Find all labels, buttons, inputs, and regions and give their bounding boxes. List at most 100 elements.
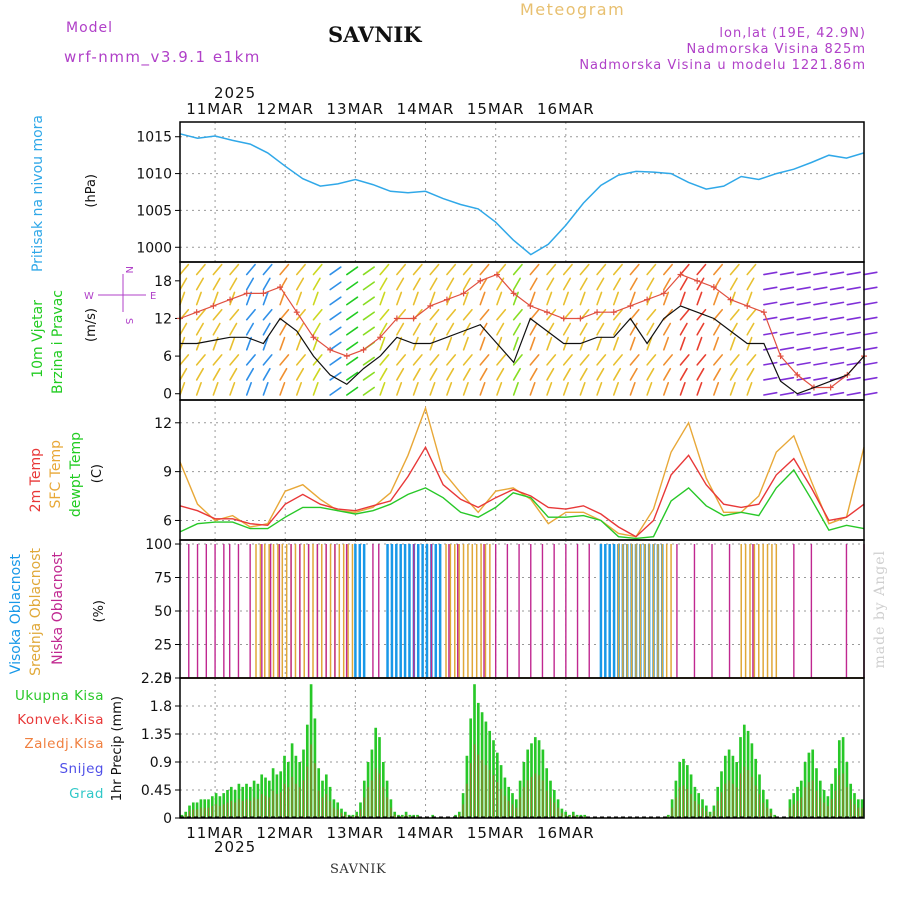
wind-arrow	[729, 263, 740, 276]
pressure-frame	[179, 121, 865, 263]
wind-arrow	[496, 263, 507, 276]
wind-arrow	[713, 381, 720, 396]
wind-arrow	[696, 354, 707, 366]
precip-bar-conv	[473, 744, 476, 818]
wind-arrow	[729, 322, 738, 336]
wind-arrow	[846, 301, 861, 306]
wind-arrow	[846, 286, 861, 291]
wind-arrow	[329, 386, 342, 396]
wind-arrow	[779, 316, 795, 321]
wind-arrow	[629, 354, 640, 366]
pressure-ytick-label: 1010	[136, 167, 172, 183]
wind-arrow	[713, 308, 724, 321]
wind-arrow	[462, 291, 469, 306]
precip-bar-conv	[386, 797, 388, 818]
wind-arrow	[746, 322, 755, 336]
precip-bar-conv	[770, 812, 772, 818]
precip-bar-conv	[739, 773, 742, 818]
precip-bar-conv	[481, 759, 483, 818]
wind-arrow	[462, 367, 471, 381]
wind-arrow	[629, 291, 636, 306]
precip-bar-conv	[196, 809, 198, 818]
precip-bar-conv	[230, 800, 232, 818]
wind-arrow	[562, 263, 573, 276]
wind-arrow	[446, 354, 457, 366]
wind-arrow	[496, 381, 503, 396]
precip-bar-conv	[546, 790, 548, 818]
bottom-date-axis: 11MAR 12MAR 13MAR 14MAR 15MAR 16MAR	[186, 824, 593, 842]
precip-bar-conv	[534, 773, 536, 818]
wind-arrow	[379, 263, 390, 276]
wind-arrow	[229, 277, 238, 291]
wind-arrow	[195, 367, 204, 381]
wind-arrow	[813, 316, 828, 321]
precip-bar-conv	[280, 792, 282, 818]
wind-arrow	[479, 263, 490, 276]
wind-arrow	[629, 322, 638, 336]
wind-arrow	[396, 367, 405, 381]
wind-arrow	[796, 391, 811, 396]
wind-arrow	[179, 263, 190, 276]
wind-arrow	[195, 277, 204, 291]
precip-bar-conv	[333, 807, 335, 818]
wind-arrow	[229, 308, 240, 321]
precip-bar-conv	[416, 816, 419, 818]
wind-arrow	[796, 361, 811, 366]
precip-bar-conv	[276, 794, 278, 818]
wind-arrow	[229, 354, 240, 366]
wind-arrow	[679, 277, 688, 291]
wind-arrow	[846, 271, 861, 276]
wind-arrow	[663, 291, 670, 306]
precip-bar-conv	[188, 811, 191, 818]
wind-arrow	[245, 367, 255, 381]
wind-arrow	[195, 381, 202, 396]
wind-arrow	[796, 286, 811, 291]
wind-arrow	[663, 322, 672, 336]
precip-ytick-label: 0.45	[141, 783, 172, 799]
precip-bar-conv	[325, 794, 327, 818]
wind-arrow	[412, 263, 423, 276]
wind-arrow	[329, 266, 342, 276]
wind-arrow	[546, 381, 553, 396]
wind-arrow	[796, 301, 811, 306]
wind-arrow	[729, 354, 740, 366]
legend-hail: Grad	[69, 786, 104, 802]
wind-arrow	[462, 308, 473, 321]
wind-arrow	[663, 381, 670, 396]
precip-bar-conv	[394, 814, 396, 818]
wind-arrow	[446, 263, 457, 276]
wind-arrow	[546, 308, 557, 321]
precip-bar-conv	[477, 754, 479, 818]
wind-arrow	[262, 291, 269, 306]
wind-arrow	[179, 354, 190, 366]
wind-arrow	[829, 301, 845, 306]
bottom-day-label: 12MAR	[256, 824, 314, 842]
precip-bar-conv	[234, 802, 236, 818]
wind-arrow	[245, 277, 255, 291]
wind-arrow	[763, 286, 778, 291]
precip-ytick-label: 1.8	[150, 699, 172, 715]
wind-arrow	[195, 336, 202, 351]
wind-compass: W E N S	[84, 266, 156, 324]
wind-arrow	[779, 301, 795, 306]
wind-arrow	[863, 316, 878, 321]
wind-arrow	[496, 322, 505, 336]
wind-ytick-label: 0	[163, 387, 172, 403]
precip-bar-conv	[530, 776, 533, 818]
wind-arrow	[245, 263, 256, 276]
wind-arrow	[362, 326, 375, 336]
wind-arrow	[646, 381, 653, 396]
wind-arrow	[779, 331, 795, 336]
wind-arrow	[596, 336, 603, 351]
wind-arrow	[696, 291, 703, 306]
wind-arrow	[262, 367, 271, 381]
wind-arrow	[612, 367, 622, 381]
precip-bar-conv	[568, 816, 571, 818]
wind-arrow	[646, 277, 655, 291]
wind-arrow	[245, 308, 256, 321]
wind-arrow	[262, 381, 269, 396]
cloud-ytick-label: 0	[163, 671, 172, 687]
wind-arrow	[279, 354, 290, 366]
wind-arrow	[813, 271, 828, 276]
wind-arrow	[329, 371, 342, 381]
